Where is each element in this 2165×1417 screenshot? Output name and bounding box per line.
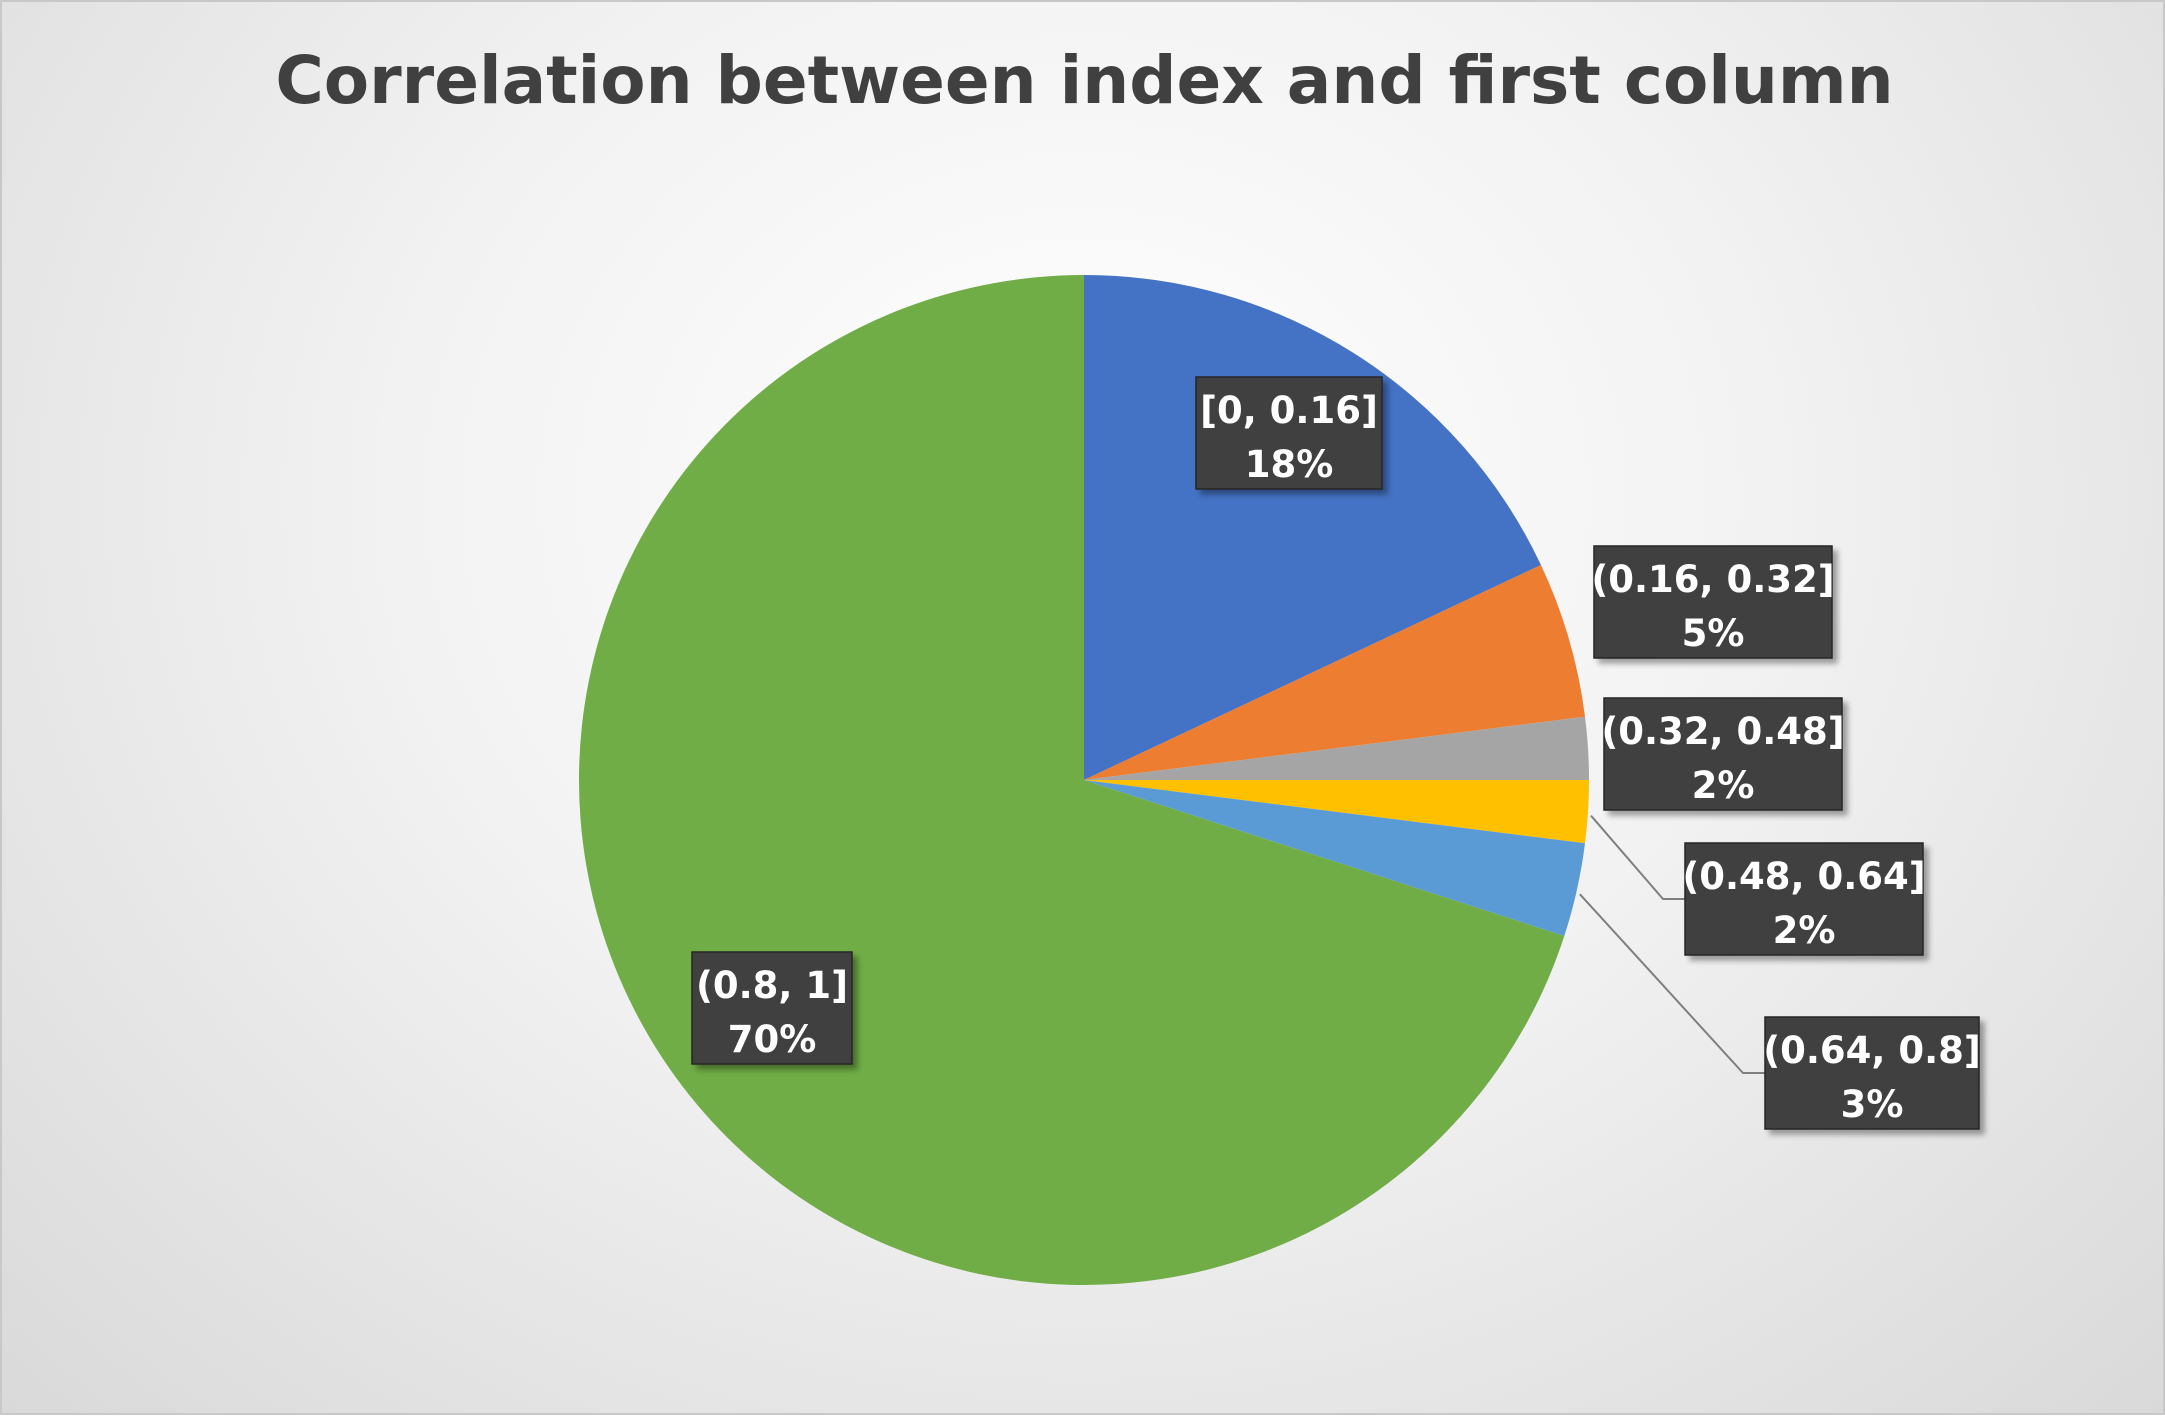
pie-slice-1 — [1084, 564, 1586, 780]
data-label-3: (0.48, 0.64] 2% — [1682, 842, 1926, 956]
chart-title: Correlation between index and first colu… — [275, 42, 1894, 119]
data-label-box — [1764, 1016, 1980, 1130]
data-label-box — [1684, 842, 1924, 956]
data-label-category: (0.32, 0.48] — [1601, 710, 1844, 753]
data-label-category: [0, 0.16] — [1200, 389, 1378, 432]
data-label-percent: 5% — [1682, 612, 1745, 655]
data-label-category: (0.8, 1] — [696, 964, 848, 1007]
data-label-1: (0.16, 0.32] 5% — [1591, 545, 1835, 659]
data-label-4: (0.64, 0.8] 3% — [1763, 1016, 1981, 1130]
data-label-2: (0.32, 0.48] 2% — [1601, 697, 1845, 811]
data-label-percent: 70% — [728, 1018, 817, 1061]
data-label-category: (0.64, 0.8] — [1763, 1029, 1981, 1072]
data-label-box — [1593, 545, 1833, 659]
data-label-category: (0.16, 0.32] — [1591, 558, 1834, 601]
data-label-percent: 3% — [1841, 1083, 1904, 1126]
data-label-box — [1603, 697, 1843, 811]
data-label-box — [691, 951, 853, 1065]
pie-slice-2 — [1084, 716, 1589, 780]
pie-slice-3 — [1084, 780, 1589, 844]
leader-line-3 — [1590, 815, 1685, 900]
leader-line-4 — [1579, 893, 1765, 1074]
data-label-category: (0.48, 0.64] — [1682, 855, 1925, 898]
data-label-5: (0.8, 1] 70% — [691, 951, 853, 1065]
data-label-percent: 2% — [1692, 764, 1755, 807]
data-label-percent: 2% — [1773, 909, 1836, 952]
data-label-box — [1195, 376, 1383, 490]
pie-slice-4 — [1084, 780, 1586, 937]
data-label-percent: 18% — [1245, 443, 1334, 486]
data-label-0: [0, 0.16] 18% — [1195, 376, 1383, 490]
